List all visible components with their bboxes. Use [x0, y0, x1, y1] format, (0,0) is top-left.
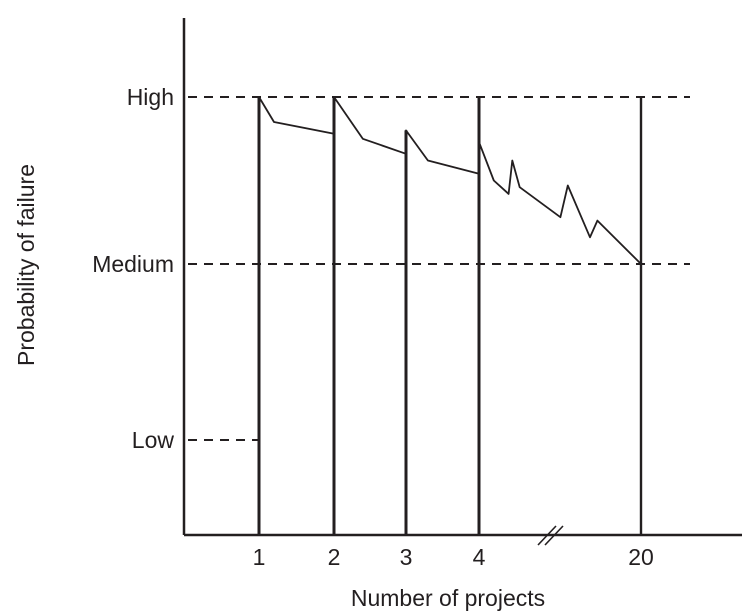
- axis-break-mark: [537, 525, 564, 546]
- project-verticals: [257, 97, 643, 535]
- series-line: [258, 96, 642, 265]
- y-tick-label-medium: Medium: [92, 251, 174, 277]
- x-tick-label-4: 4: [473, 544, 486, 570]
- reference-lines: [188, 96, 690, 441]
- x-tick-label-3: 3: [400, 544, 413, 570]
- y-tick-label-high: High: [127, 84, 174, 110]
- x-tick-label-1: 1: [253, 544, 266, 570]
- y-tick-label-low: Low: [132, 427, 175, 453]
- x-tick-label-2: 2: [328, 544, 341, 570]
- axes: [182, 18, 742, 546]
- y-axis-label: Probability of failure: [13, 164, 39, 366]
- x-tick-label-20: 20: [628, 544, 654, 570]
- x-axis-label: Number of projects: [351, 585, 545, 611]
- tick-labels: 1 2 3 4 20 High Medium Low: [92, 84, 654, 570]
